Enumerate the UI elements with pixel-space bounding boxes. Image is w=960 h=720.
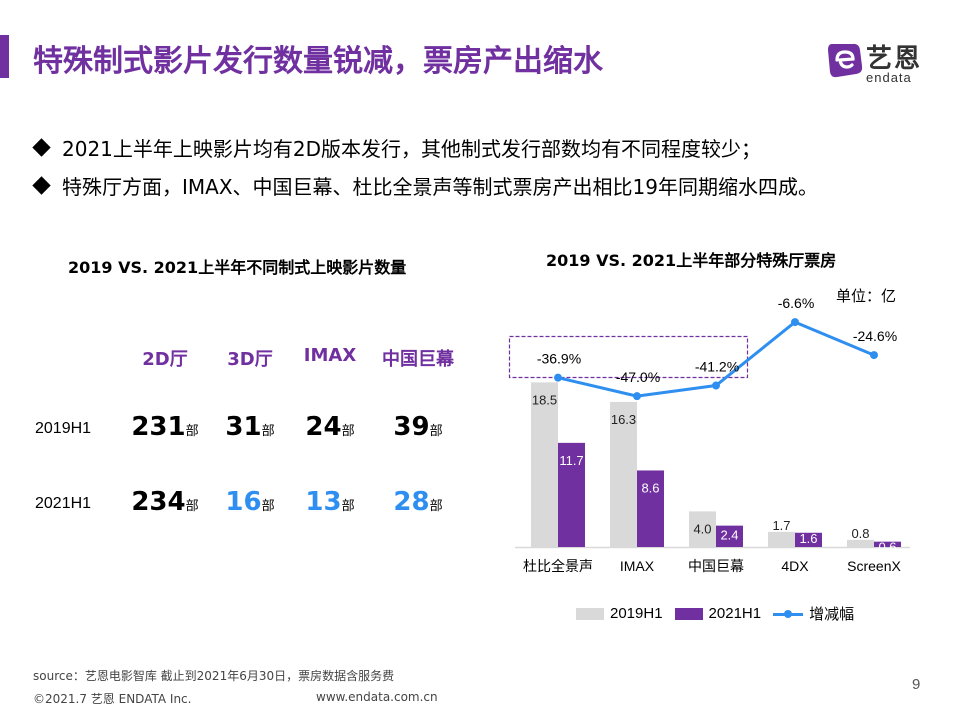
legend-label: 2019H1 [610, 605, 663, 622]
bar-2019h1 [689, 511, 716, 547]
logo-en-text: endata [866, 70, 912, 85]
website-link[interactable]: www.endata.com.cn [316, 690, 438, 704]
bar-2019h1 [847, 539, 874, 547]
endata-e-logo-icon [828, 43, 863, 78]
left-table-title: 2019 VS. 2021上半年不同制式上映影片数量 [68, 258, 407, 277]
column-header-3d: 3D厅 [227, 349, 273, 370]
cell-value: 28 [393, 487, 430, 517]
highlight-box [508, 335, 749, 379]
bar-2021h1 [795, 532, 822, 547]
column-header-china-giant-screen: 中国巨幕 [382, 349, 454, 370]
change-rate-label: -41.2% [695, 359, 739, 375]
change-rate-label: -6.6% [778, 295, 815, 311]
source-note: source：艺恩电影智库 截止到2021年6月30日，票房数据含服务费 [33, 669, 395, 683]
legend-item-2019h1: 2019H1 [576, 605, 663, 622]
bar-2021h1 [558, 442, 585, 547]
bar-label-2019h1: 4.0 [693, 521, 711, 536]
legend-swatch-2019h1 [576, 607, 604, 620]
bar-label-2021h1: 2.4 [720, 528, 738, 543]
legend-swatch-2021h1 [674, 607, 703, 620]
bar-label-2019h1: 1.7 [772, 518, 790, 533]
cell-unit: 部 [341, 499, 355, 514]
legend-item-2021h1: 2021H1 [674, 605, 762, 622]
cell-unit: 部 [429, 499, 443, 514]
bar-label-2019h1: 18.5 [532, 392, 557, 407]
x-tick-label: ScreenX [847, 558, 901, 574]
table-cell-highlighted: 28部 [363, 487, 473, 517]
change-rate-point [870, 351, 878, 360]
cell-unit: 部 [341, 424, 355, 439]
table-cell: 24部 [275, 412, 385, 442]
change-rate-point [712, 381, 720, 390]
cell-value: 16 [225, 487, 262, 517]
table-cell: 39部 [363, 412, 473, 442]
cell-value: 231 [131, 412, 186, 442]
x-tick-label: 4DX [781, 558, 809, 574]
legend-label: 2021H1 [708, 605, 762, 622]
right-chart-title: 2019 VS. 2021上半年部分特殊厅票房 [546, 251, 837, 270]
bar-2021h1 [637, 470, 664, 547]
cell-unit: 部 [185, 499, 199, 514]
title-accent-bar [0, 35, 9, 78]
bullet-list: 2021上半年上映影片均有2D版本发行，其他制式发行部数均有不同程度较少； 特殊… [32, 128, 818, 204]
bar-label-2021h1: 8.6 [641, 480, 659, 495]
x-tick-label: 中国巨幕 [688, 558, 744, 574]
bar-2021h1 [716, 525, 743, 547]
bar-2019h1 [610, 401, 637, 547]
cell-value: 39 [393, 412, 430, 442]
bullet-text: 2021上半年上映影片均有2D版本发行，其他制式发行部数均有不同程度较少； [62, 136, 762, 161]
table-cell-highlighted: 13部 [275, 487, 385, 517]
row-label-2021h1: 2021H1 [35, 495, 92, 512]
row-label-2019h1: 2019H1 [35, 420, 92, 437]
bar-label-2021h1: 0.6 [878, 540, 896, 555]
cell-value: 24 [305, 412, 342, 442]
table-cell: 234部 [110, 487, 220, 517]
chart-legend: 2019H1 2021H1 增减幅 [576, 603, 866, 624]
page-title: 特殊制式影片发行数量锐减，票房产出缩水 [33, 44, 603, 79]
legend-item-change-rate: 增减幅 [773, 603, 854, 624]
endata-logo: 艺恩 endata [826, 38, 936, 86]
cell-unit: 部 [261, 499, 275, 514]
bar-2019h1 [768, 531, 795, 547]
cell-value: 234 [131, 487, 186, 517]
bar-2019h1 [531, 382, 558, 547]
bar-label-2021h1: 1.6 [799, 531, 817, 546]
column-header-2d: 2D厅 [142, 349, 188, 370]
cell-unit: 部 [185, 424, 199, 439]
cell-unit: 部 [429, 424, 443, 439]
legend-line-marker-icon [773, 608, 804, 620]
cell-value: 31 [225, 412, 262, 442]
unit-label: 单位：亿 [836, 287, 897, 305]
x-tick-label: IMAX [620, 558, 655, 574]
legend-label: 增减幅 [809, 605, 855, 623]
bullet-text: 特殊厅方面，IMAX、中国巨幕、杜比全景声等制式票房产出相比19年同期缩水四成。 [62, 174, 818, 199]
bullet-item: 2021上半年上映影片均有2D版本发行，其他制式发行部数均有不同程度较少； [32, 128, 818, 166]
logo-cn-text: 艺恩 [866, 44, 923, 74]
bullet-item: 特殊厅方面，IMAX、中国巨幕、杜比全景声等制式票房产出相比19年同期缩水四成。 [32, 166, 818, 204]
change-rate-label: -36.9% [537, 351, 581, 367]
table-cell: 31部 [195, 412, 305, 442]
cell-unit: 部 [261, 424, 275, 439]
change-rate-label: -24.6% [853, 328, 897, 344]
change-rate-label: -47.0% [616, 369, 660, 385]
change-rate-point [554, 373, 562, 382]
table-cell: 231部 [110, 412, 220, 442]
change-rate-point [791, 318, 799, 327]
x-tick-label: 杜比全景声 [523, 558, 593, 574]
bar-label-2019h1: 0.8 [851, 526, 869, 541]
table-cell-highlighted: 16部 [195, 487, 305, 517]
change-rate-point [633, 392, 641, 401]
page-number: 9 [912, 676, 921, 693]
column-header-imax: IMAX [303, 345, 357, 366]
bar-2021h1 [874, 541, 901, 547]
copyright: ©2021.7 艺恩 ENDATA Inc. [33, 692, 192, 706]
bar-label-2019h1: 16.3 [611, 412, 636, 427]
bar-label-2021h1: 11.7 [559, 453, 583, 468]
cell-value: 13 [305, 487, 342, 517]
